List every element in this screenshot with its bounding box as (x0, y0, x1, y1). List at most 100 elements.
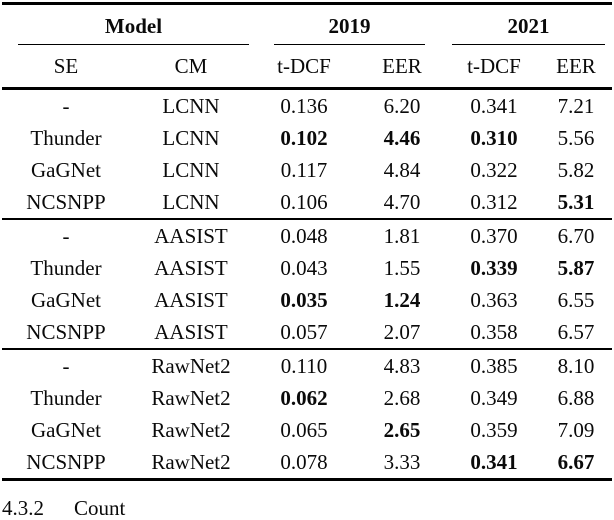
eer-2021-cell: 5.31 (557, 189, 595, 214)
cm-cell: AASIST (154, 255, 228, 280)
group-header-2021: 2021 (448, 4, 612, 45)
table-row: Thunder AASIST 0.043 1.55 0.339 5.87 (2, 252, 612, 284)
group-label-2021: 2021 (507, 14, 550, 38)
se-cell: - (62, 93, 70, 118)
se-cell: NCSNPP (26, 449, 106, 474)
group-label-model: Model (104, 14, 163, 38)
table-row: NCSNPP RawNet2 0.078 3.33 0.341 6.67 (2, 446, 612, 480)
se-cell: GaGNet (31, 157, 101, 182)
tdcf-2021-cell: 0.385 (448, 348, 540, 382)
eer-2019-cell: 2.68 (383, 385, 421, 410)
tdcf-2021-cell: 0.310 (470, 125, 518, 150)
eer-2021-cell: 5.87 (557, 255, 595, 280)
table-body: - LCNN 0.136 6.20 0.341 7.21 Thunder LCNN 0.102 4… (2, 89, 612, 480)
eer-2019-cell: 1.55 (383, 255, 421, 280)
group-header-row: Model 2019 2021 (2, 4, 612, 45)
table-row: GaGNet RawNet2 0.065 2.65 0.359 7.09 (2, 414, 612, 446)
cm-cell: RawNet2 (130, 348, 252, 382)
cm-cell: LCNN (162, 157, 220, 182)
eer-2019-cell: 3.33 (383, 449, 421, 474)
eer-2021-cell: 6.55 (557, 287, 595, 312)
eer-2021-cell: 6.88 (557, 385, 595, 410)
tdcf-2019-cell: 0.117 (280, 157, 328, 182)
cm-cell: RawNet2 (151, 385, 231, 410)
group-label-2019: 2019 (328, 14, 371, 38)
tdcf-2019-cell: 0.110 (252, 348, 356, 382)
column-header-tdcf-2021: t-DCF (448, 45, 540, 90)
tdcf-2019-cell: 0.065 (280, 417, 328, 442)
tdcf-2021-cell: 0.349 (470, 385, 518, 410)
se-cell: NCSNPP (26, 189, 106, 214)
se-cell: Thunder (30, 125, 102, 150)
tdcf-2021-cell: 0.312 (470, 189, 518, 214)
cm-cell: AASIST (154, 319, 228, 344)
tdcf-2021-cell: 0.363 (470, 287, 518, 312)
table-row: GaGNet AASIST 0.035 1.24 0.363 6.55 (2, 284, 612, 316)
tdcf-2019-cell: 0.057 (280, 319, 328, 344)
eer-2021-cell: 5.56 (557, 125, 595, 150)
se-cell: - (2, 218, 130, 252)
table-row: NCSNPP AASIST 0.057 2.07 0.358 6.57 (2, 316, 612, 349)
column-header-eer-2019: EER (356, 45, 448, 90)
eer-2019-cell: 2.65 (383, 417, 421, 442)
tdcf-2021-cell: 0.341 (470, 449, 518, 474)
column-header-eer-2021: EER (540, 45, 612, 90)
se-cell: NCSNPP (26, 319, 106, 344)
eer-2021-cell: 8.10 (540, 348, 612, 382)
cm-cell: RawNet2 (151, 417, 231, 442)
se-cell: Thunder (30, 255, 102, 280)
eer-2021-cell: 5.82 (557, 157, 595, 182)
eer-2019-cell: 4.84 (383, 157, 421, 182)
cm-cell: AASIST (154, 287, 228, 312)
se-cell: Thunder (30, 385, 102, 410)
eer-2019-cell: 6.20 (383, 93, 421, 118)
eer-2021-cell: 6.67 (557, 449, 595, 474)
table-row: NCSNPP LCNN 0.106 4.70 0.312 5.31 (2, 186, 612, 219)
tdcf-2021-cell: 0.339 (470, 255, 518, 280)
group-header-model: Model (2, 4, 252, 45)
section-number: 4.3.2 (2, 496, 44, 520)
eer-2021-cell: 6.70 (540, 218, 612, 252)
tdcf-2019-cell: 0.106 (280, 189, 328, 214)
eer-2019-cell: 4.46 (383, 125, 421, 150)
cm-cell: LCNN (162, 93, 220, 118)
eer-2019-cell: 4.83 (356, 348, 448, 382)
eer-2021-cell: 7.09 (557, 417, 595, 442)
eer-2021-cell: 7.21 (557, 93, 595, 118)
column-header-tdcf-2019: t-DCF (252, 45, 356, 90)
eer-2019-cell: 4.70 (383, 189, 421, 214)
eer-2019-cell: 2.07 (383, 319, 421, 344)
cm-cell: LCNN (162, 125, 220, 150)
table-row: - LCNN 0.136 6.20 0.341 7.21 (2, 89, 612, 123)
tdcf-2019-cell: 0.136 (280, 93, 328, 118)
table-row: Thunder RawNet2 0.062 2.68 0.349 6.88 (2, 382, 612, 414)
eer-2021-cell: 6.57 (557, 319, 595, 344)
tdcf-2021-cell: 0.359 (470, 417, 518, 442)
table-row: Thunder LCNN 0.102 4.46 0.310 5.56 (2, 122, 612, 154)
section-title: Count (74, 496, 126, 520)
table-row: GaGNet LCNN 0.117 4.84 0.322 5.82 (2, 154, 612, 186)
se-cell: - (2, 348, 130, 382)
group-header-2019: 2019 (252, 4, 448, 45)
column-header-cm: CM (130, 45, 252, 90)
tdcf-2019-cell: 0.048 (252, 218, 356, 252)
table-row: - AASIST 0.048 1.81 0.370 6.70 (2, 218, 612, 252)
eer-2019-cell: 1.81 (356, 218, 448, 252)
se-cell: GaGNet (31, 417, 101, 442)
cm-cell: LCNN (162, 189, 220, 214)
cm-cell: RawNet2 (151, 449, 231, 474)
se-cell: GaGNet (31, 287, 101, 312)
tdcf-2021-cell: 0.358 (470, 319, 518, 344)
tdcf-2021-cell: 0.322 (470, 157, 518, 182)
column-header-se: SE (2, 45, 130, 90)
tdcf-2019-cell: 0.062 (280, 385, 328, 410)
tdcf-2021-cell: 0.370 (448, 218, 540, 252)
tdcf-2019-cell: 0.102 (280, 125, 328, 150)
column-header-row: SE CM t-DCF EER t-DCF EER (2, 45, 612, 90)
section-heading: 4.3.2 Count (2, 496, 125, 520)
table-row: - RawNet2 0.110 4.83 0.385 8.10 (2, 348, 612, 382)
tdcf-2019-cell: 0.043 (280, 255, 328, 280)
cm-cell: AASIST (130, 218, 252, 252)
results-table: Model 2019 2021 SE CM t-DCF EE (2, 2, 612, 481)
